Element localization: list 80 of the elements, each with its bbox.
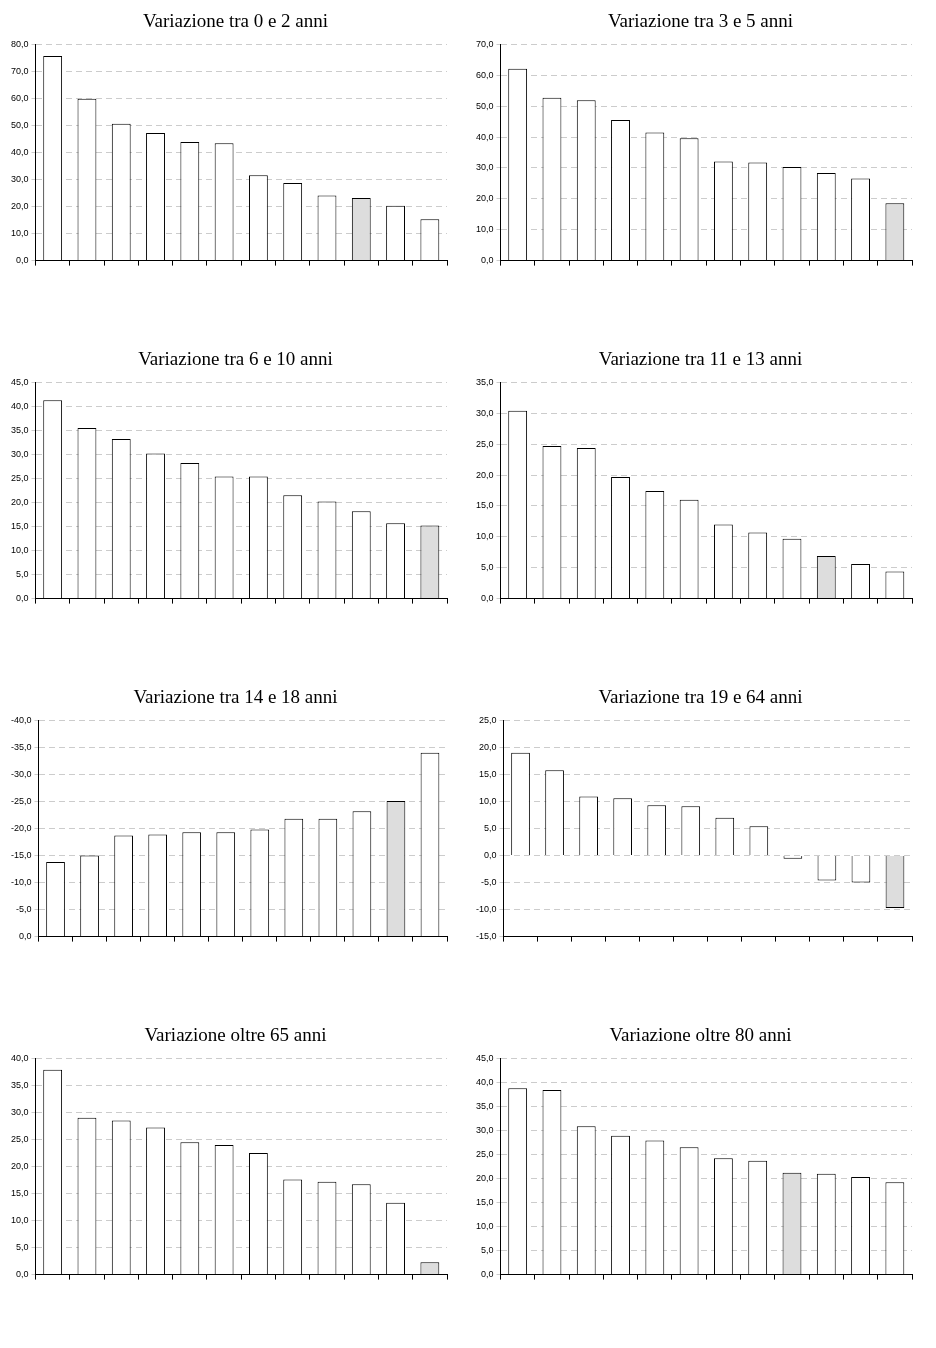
y-tick-label: 40,0 — [475, 131, 494, 142]
y-tick-label: 5,0 — [481, 562, 494, 573]
y-tick-label: 70,0 — [475, 38, 494, 49]
y-tick-label: 60,0 — [10, 92, 29, 103]
y-tick-label: 60,0 — [475, 69, 494, 80]
y-tick-label: 35,0 — [10, 424, 29, 435]
y-tick-label: -30,0 — [11, 768, 32, 779]
y-tick-label: 0,0 — [16, 1269, 29, 1280]
chart-title: Variazione oltre 65 anni — [143, 1024, 328, 1046]
y-tick-label: 20,0 — [475, 193, 494, 204]
y-tick-label: 10,0 — [475, 531, 494, 542]
y-tick-label: 20,0 — [478, 741, 497, 752]
y-tick-label: 20,0 — [10, 1160, 29, 1171]
y-tick-label: 15,0 — [475, 1197, 494, 1208]
y-tick-label: 15,0 — [475, 500, 494, 511]
y-tick-label: 0,0 — [484, 850, 497, 861]
y-tick-label: 15,0 — [10, 521, 29, 532]
y-tick-label: 10,0 — [10, 545, 29, 556]
y-tick-label: 35,0 — [10, 1079, 29, 1090]
y-tick-label: 25,0 — [10, 472, 29, 483]
y-tick-label: -40,0 — [11, 714, 32, 725]
y-tick-label: 70,0 — [10, 65, 29, 76]
chart-title: Variazione tra 6 e 10 anni — [137, 348, 334, 370]
y-tick-label: 80,0 — [10, 38, 29, 49]
y-tick-label: -15,0 — [11, 850, 32, 861]
chart-title: Variazione tra 14 e 18 anni — [132, 686, 339, 708]
y-tick-label: 15,0 — [478, 768, 497, 779]
y-tick-label: 30,0 — [10, 174, 29, 185]
y-tick-label: 15,0 — [10, 1188, 29, 1199]
y-tick-label: 30,0 — [10, 448, 29, 459]
y-tick-label: 40,0 — [475, 1076, 494, 1087]
y-tick-label: 20,0 — [475, 1173, 494, 1183]
y-tick-label: 45,0 — [475, 1052, 494, 1063]
chart-title: Variazione tra 11 e 13 anni — [597, 348, 804, 370]
chart-title: Variazione oltre 80 anni — [608, 1024, 793, 1046]
y-tick-label: 10,0 — [478, 795, 497, 806]
y-tick-label: 0,0 — [16, 593, 29, 604]
y-tick-label: 10,0 — [475, 1221, 494, 1232]
y-tick-label: 10,0 — [10, 1215, 29, 1226]
y-tick-label: 40,0 — [10, 400, 29, 411]
y-tick-label: 50,0 — [475, 100, 494, 111]
y-tick-label: -20,0 — [11, 822, 32, 833]
y-tick-label: -10,0 — [476, 904, 497, 915]
y-tick-label: -5,0 — [481, 877, 497, 888]
y-tick-label: 5,0 — [481, 1245, 494, 1256]
y-tick-label: -5,0 — [16, 904, 32, 915]
y-tick-label: 35,0 — [475, 1100, 494, 1111]
y-tick-label: 25,0 — [10, 1133, 29, 1144]
y-tick-label: -10,0 — [11, 877, 32, 888]
y-tick-label: 20,0 — [10, 201, 29, 212]
y-tick-label: 25,0 — [478, 714, 497, 725]
y-tick-label: 20,0 — [10, 497, 29, 507]
y-tick-label: 30,0 — [475, 1124, 494, 1135]
y-tick-label: -35,0 — [11, 741, 32, 752]
y-tick-label: 40,0 — [10, 146, 29, 157]
y-tick-label: 35,0 — [475, 376, 494, 387]
y-tick-label: 5,0 — [484, 822, 497, 833]
y-tick-label: 40,0 — [10, 1052, 29, 1063]
y-tick-label: -25,0 — [11, 795, 32, 806]
chart-title: Variazione tra 19 e 64 anni — [597, 686, 804, 708]
y-tick-label: -15,0 — [476, 931, 497, 942]
y-tick-label: 50,0 — [10, 119, 29, 130]
y-tick-label: 0,0 — [16, 255, 29, 266]
y-tick-label: 25,0 — [475, 1148, 494, 1159]
y-tick-label: 25,0 — [475, 438, 494, 449]
y-tick-label: 10,0 — [475, 224, 494, 235]
chart-title: Variazione tra 0 e 2 anni — [141, 10, 330, 32]
y-tick-label: 5,0 — [16, 569, 29, 580]
y-tick-label: 30,0 — [475, 162, 494, 173]
y-tick-label: 0,0 — [481, 255, 494, 266]
y-tick-label: 0,0 — [19, 931, 32, 942]
y-tick-label: 45,0 — [10, 376, 29, 387]
y-tick-label: 5,0 — [16, 1242, 29, 1253]
y-tick-label: 0,0 — [481, 1269, 494, 1280]
chart-title: Variazione tra 3 e 5 anni — [606, 10, 795, 32]
y-tick-label: 10,0 — [10, 228, 29, 239]
y-tick-label: 20,0 — [475, 469, 494, 480]
y-tick-label: 0,0 — [481, 593, 494, 604]
y-tick-label: 30,0 — [10, 1106, 29, 1117]
y-tick-label: 30,0 — [475, 407, 494, 418]
